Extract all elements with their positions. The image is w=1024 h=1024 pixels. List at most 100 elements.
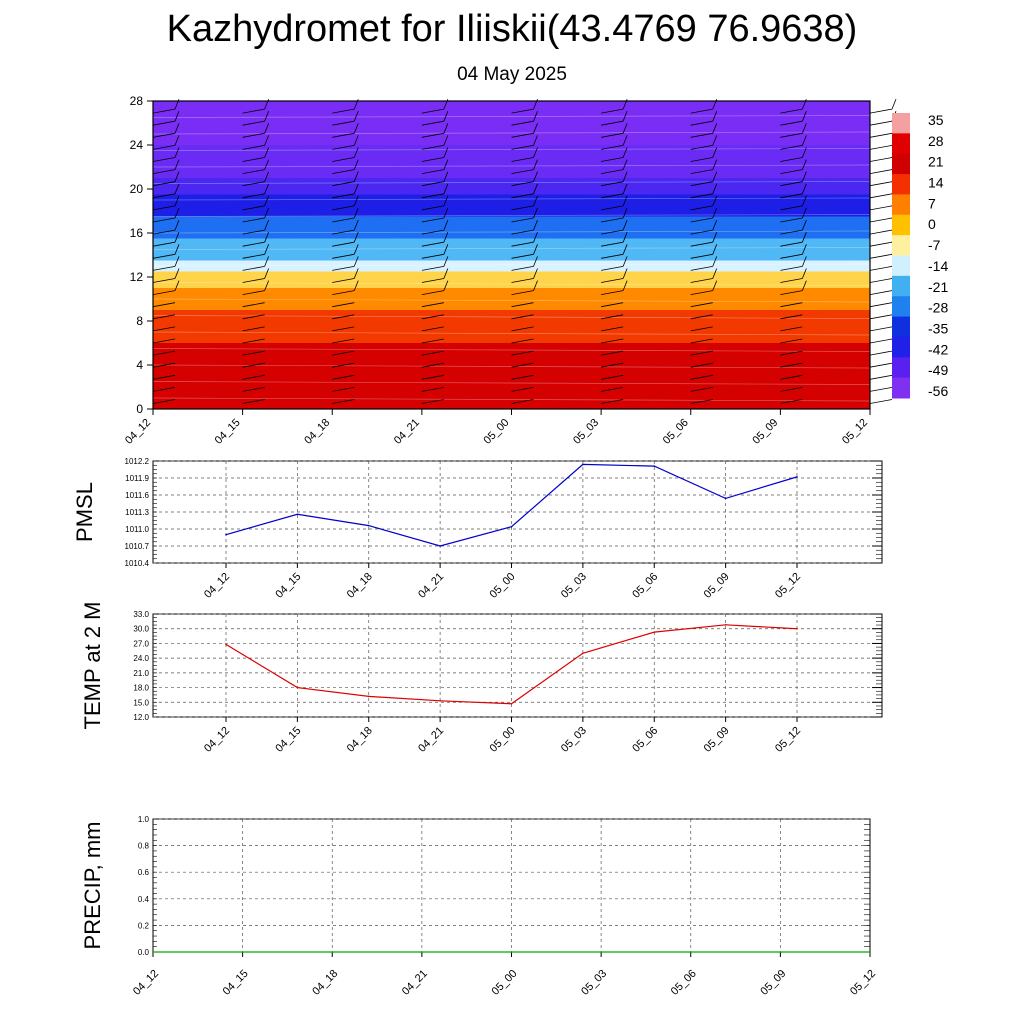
wind-barb bbox=[152, 157, 176, 162]
wind-barb bbox=[511, 350, 534, 356]
wind-barb bbox=[869, 387, 893, 392]
wind-barb bbox=[690, 217, 713, 223]
wind-barb bbox=[780, 205, 803, 211]
y-tick-label: 33.0 bbox=[133, 610, 149, 619]
wind-barb-flag bbox=[712, 207, 718, 219]
series-point bbox=[225, 643, 227, 646]
wind-barb bbox=[690, 302, 713, 308]
wind-barb bbox=[511, 387, 534, 392]
x-tick-label: 04_15 bbox=[213, 417, 243, 447]
wind-barb bbox=[242, 302, 265, 308]
wind-barb bbox=[332, 350, 355, 356]
wind-barb bbox=[421, 362, 444, 368]
series-point bbox=[367, 695, 370, 698]
wind-barb bbox=[601, 374, 624, 380]
wind-barb bbox=[869, 362, 893, 368]
wind-barb-flag bbox=[533, 244, 538, 255]
series-point bbox=[653, 465, 656, 467]
series-point bbox=[510, 525, 513, 528]
x-tick-label: 04_12 bbox=[202, 571, 232, 601]
contour-line bbox=[152, 364, 871, 369]
y-tick-label: 1010.7 bbox=[125, 542, 150, 551]
wind-barb bbox=[152, 266, 176, 271]
wind-barb-flag bbox=[533, 268, 538, 279]
y-tick-label: 0 bbox=[136, 402, 143, 416]
wind-barb-flag bbox=[622, 280, 628, 291]
wind-barb bbox=[421, 338, 444, 344]
wind-barb-flag bbox=[712, 123, 718, 134]
x-tick-label: 05_03 bbox=[571, 417, 601, 447]
wind-barb-flag bbox=[174, 232, 180, 243]
colorbar-label: -35 bbox=[928, 320, 948, 336]
wind-barb bbox=[152, 217, 176, 223]
colorbar-label: 28 bbox=[928, 133, 944, 149]
colorbar-swatch bbox=[892, 133, 910, 155]
wind-barb bbox=[869, 266, 893, 271]
wind-barb bbox=[869, 399, 893, 404]
wind-barb bbox=[780, 253, 803, 259]
colorbar-swatch bbox=[892, 255, 910, 277]
wind-barb bbox=[601, 278, 624, 283]
wind-barb-flag bbox=[264, 159, 269, 170]
wind-barb bbox=[690, 229, 713, 235]
wind-barb-flag bbox=[443, 111, 449, 122]
wind-barb bbox=[601, 181, 624, 187]
wind-barb bbox=[152, 205, 176, 211]
wind-barb bbox=[421, 278, 444, 283]
wind-barb-flag bbox=[264, 135, 269, 146]
wind-barb bbox=[869, 314, 893, 320]
wind-barb-flag bbox=[891, 98, 897, 110]
colorbar-label: -42 bbox=[928, 341, 948, 357]
wind-barb bbox=[690, 120, 713, 126]
wind-barb bbox=[869, 374, 893, 380]
x-tick-label: 04_15 bbox=[273, 571, 303, 601]
contour-line bbox=[152, 247, 871, 250]
wind-barb bbox=[869, 229, 893, 235]
x-tick-label: 04_21 bbox=[400, 968, 430, 998]
wind-barb bbox=[152, 241, 176, 247]
contour-line bbox=[152, 315, 871, 319]
y-tick-label: 12.0 bbox=[133, 713, 149, 722]
colorbar-swatch bbox=[892, 194, 910, 216]
wind-barb bbox=[780, 169, 803, 174]
wind-barb bbox=[421, 290, 444, 295]
wind-barb bbox=[152, 350, 176, 356]
series-point bbox=[367, 524, 370, 527]
x-tick-label: 05_00 bbox=[490, 968, 520, 998]
contour-line bbox=[152, 331, 871, 336]
x-tick-label: 05_12 bbox=[773, 571, 803, 601]
wind-barb bbox=[780, 181, 803, 187]
contour-line bbox=[152, 164, 871, 168]
wind-barb-flag bbox=[533, 183, 538, 194]
x-tick-label: 05_06 bbox=[669, 968, 699, 998]
wind-barb bbox=[690, 399, 713, 404]
wind-barb bbox=[421, 181, 444, 187]
wind-barb bbox=[780, 362, 803, 368]
wind-barb-flag bbox=[174, 195, 180, 207]
wind-barb-flag bbox=[712, 111, 718, 122]
wind-barb bbox=[421, 241, 444, 247]
wind-barb-flag bbox=[533, 159, 538, 170]
colorbar-swatch bbox=[892, 316, 910, 338]
colorbar-swatch bbox=[892, 296, 910, 318]
wind-barb bbox=[780, 338, 803, 344]
wind-barb-flag bbox=[443, 219, 449, 231]
wind-barb-flag bbox=[622, 219, 628, 231]
wind-barb-flag bbox=[353, 219, 359, 231]
x-tick-label: 05_09 bbox=[702, 571, 732, 601]
y-tick-label: 0.0 bbox=[138, 948, 150, 957]
colorbar-label: 21 bbox=[928, 154, 944, 170]
wind-barb bbox=[601, 387, 624, 392]
wind-barb bbox=[511, 169, 534, 174]
wind-barb bbox=[690, 350, 713, 356]
wind-barb bbox=[869, 241, 893, 247]
wind-barb-flag bbox=[802, 135, 807, 146]
wind-barb-flag bbox=[622, 232, 628, 243]
contour-line bbox=[152, 131, 871, 135]
contour-line bbox=[152, 214, 871, 217]
wind-barb-flag bbox=[264, 280, 269, 291]
wind-barb bbox=[421, 302, 444, 308]
wind-barb bbox=[601, 145, 624, 150]
wind-barb bbox=[511, 278, 534, 283]
wind-barb-flag bbox=[353, 159, 359, 170]
